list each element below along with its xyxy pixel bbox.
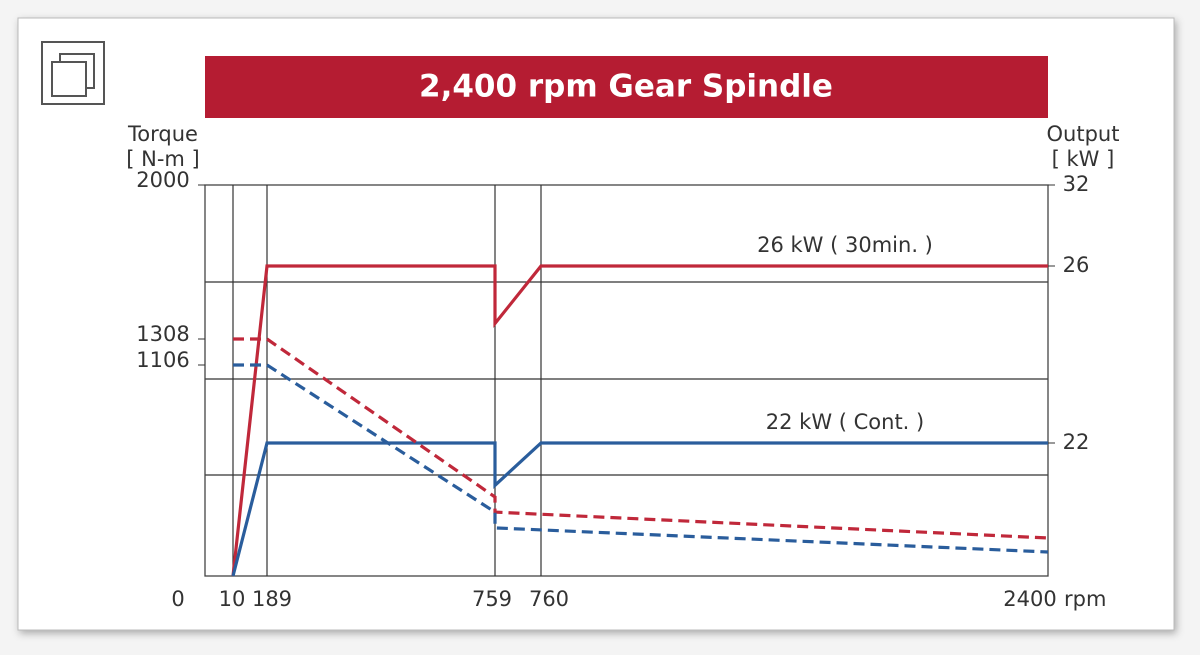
y2-tick-label: 26 [1063,253,1090,277]
series-annotation: 22 kW ( Cont. ) [766,410,924,434]
torque-line [233,337,1049,540]
plot-frame [204,184,1049,577]
torque-line [233,363,1049,554]
x-tick-label: 2400 [1003,587,1056,611]
y-axis-unit: [ N-m ] [126,147,199,171]
y-tick-label: 1106 [136,348,189,372]
x-tick-label: 10 [219,587,246,611]
output-line [231,264,1048,577]
x-tick-label: 759 [472,587,512,611]
series-annotation: 26 kW ( 30min. ) [757,233,933,257]
y2-tick-label: 32 [1063,172,1090,196]
y2-axis-unit: [ kW ] [1052,147,1115,171]
y2-tick-label: 22 [1063,430,1090,454]
chart-title: 2,400 rpm Gear Spindle [419,69,833,105]
icon [41,41,105,105]
y-tick-label: 1308 [136,322,189,346]
output-line [231,441,1048,577]
x-tick-label: 760 [529,587,569,611]
y-tick-label: 2000 [136,168,189,192]
x-axis-label: rpm [1064,587,1106,611]
x-tick-label: 189 [252,587,292,611]
title-bar [205,56,1048,118]
x-tick-label: 0 [171,587,184,611]
y2-axis-label: Output [1047,122,1120,146]
card [17,17,1175,631]
y-axis-label: Torque [127,122,198,146]
